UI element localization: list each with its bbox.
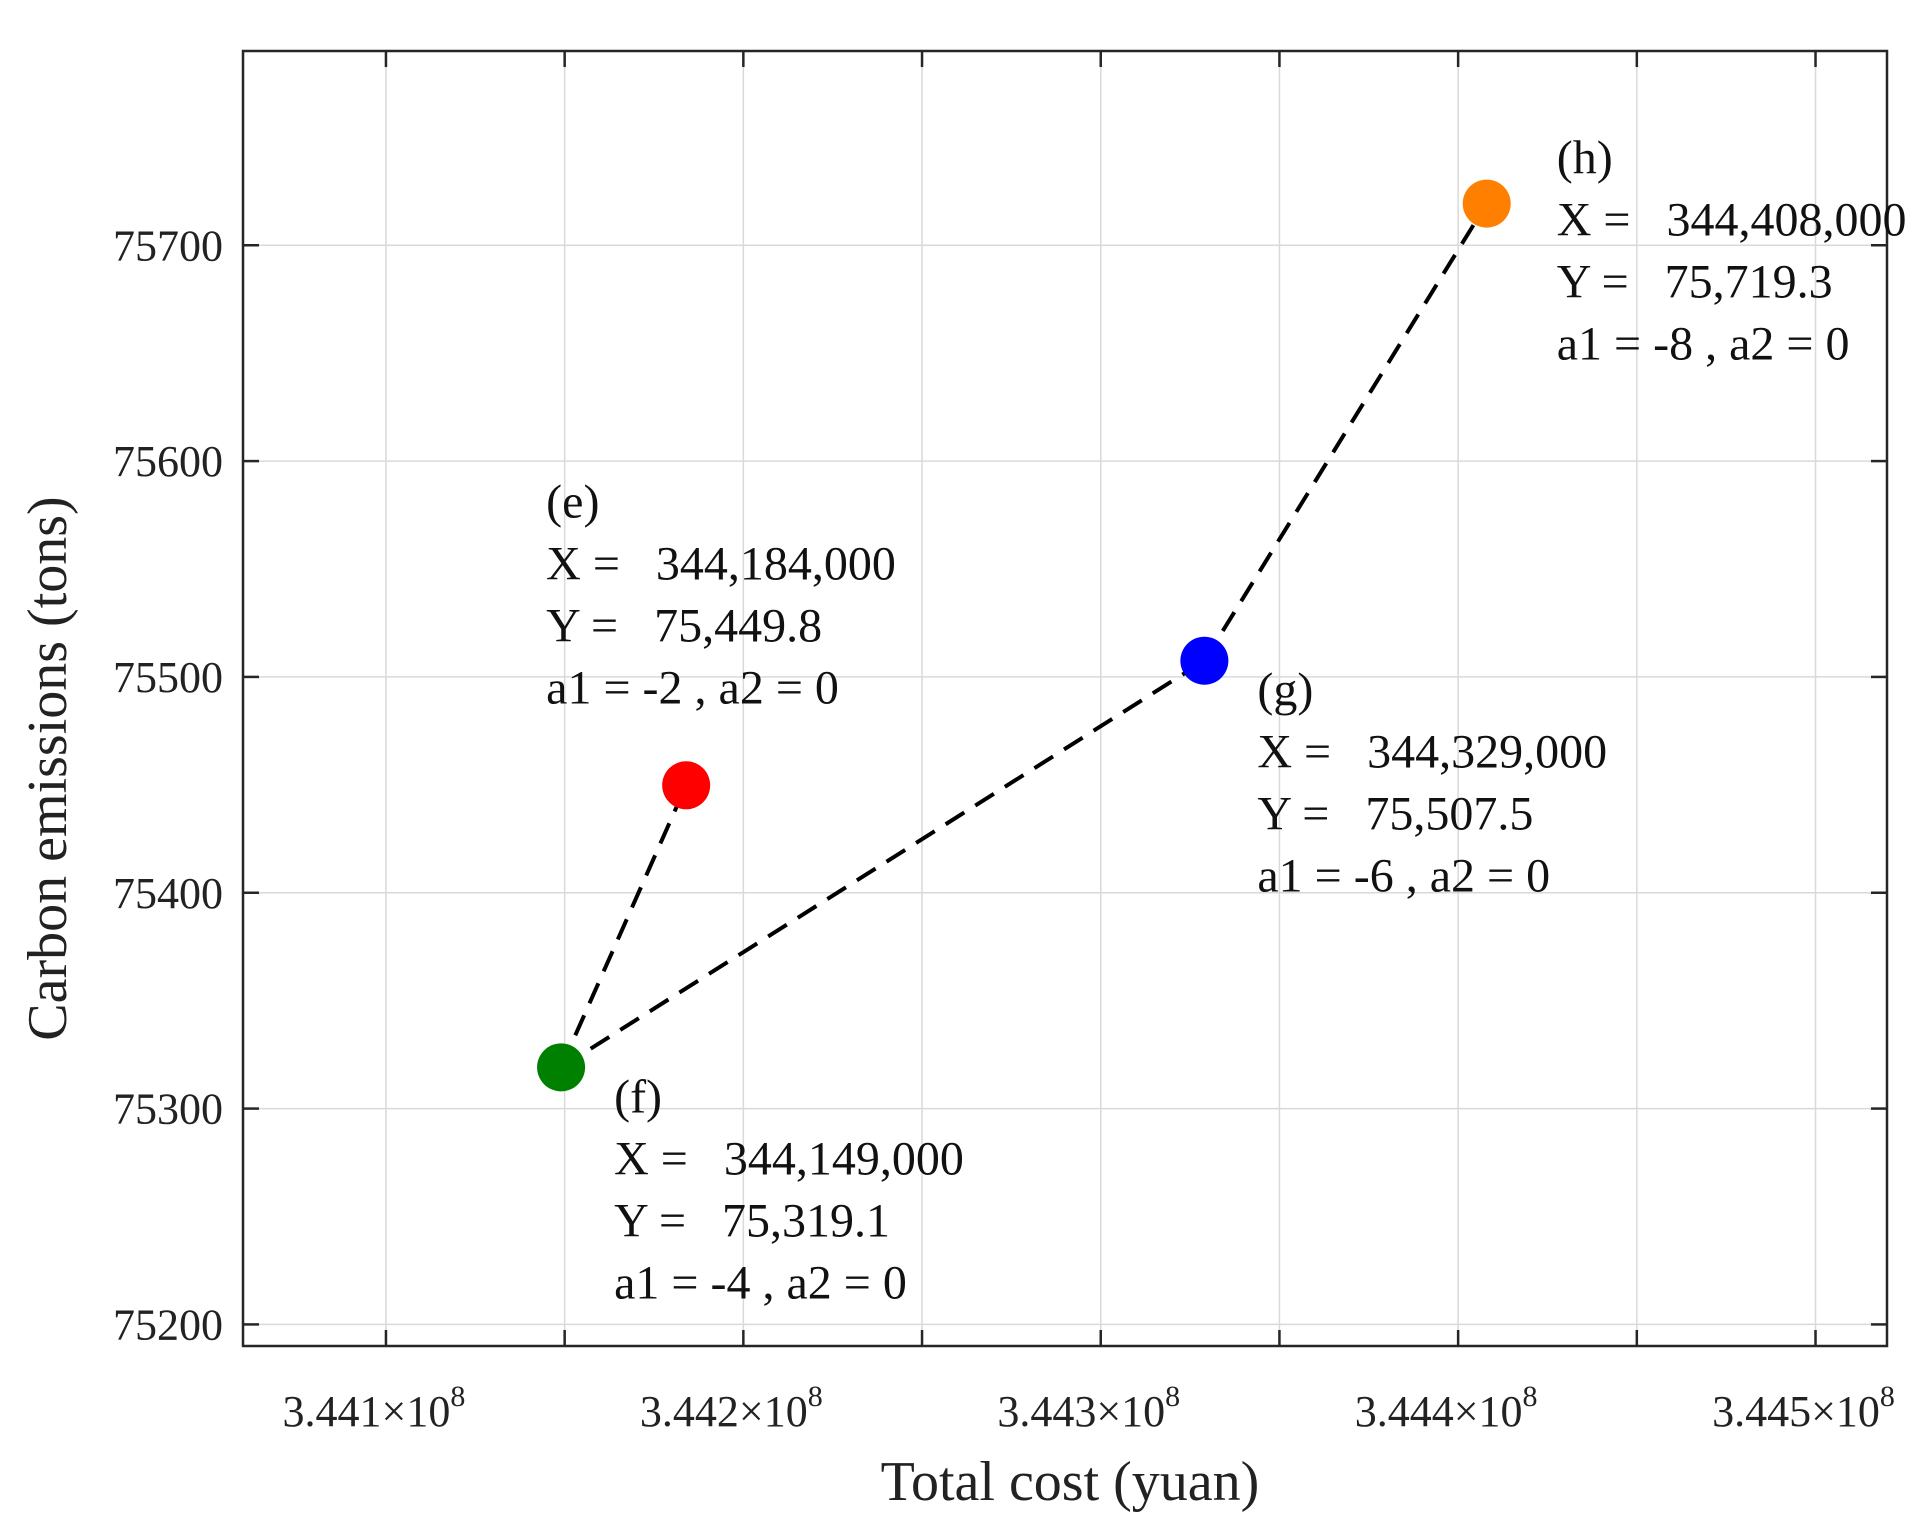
grid-layer bbox=[243, 51, 1887, 1346]
annotation-e: (e) X = 344,184,000 Y = 75,449.8 a1 = -2 , … bbox=[546, 475, 896, 714]
annotation-line: X = 344,408,000 bbox=[1557, 194, 1907, 247]
plot-frame bbox=[241, 49, 1889, 1348]
annotation-line: Y = 75,507.5 bbox=[1257, 788, 1533, 841]
annotation-g: (g) X = 344,329,000 Y = 75,507.5 a1 = -6 , … bbox=[1257, 664, 1607, 903]
connector-dashed-line bbox=[560, 659, 1206, 1070]
annotation-h: (h) X = 344,408,000 Y = 75,719.3 a1 = -8 , … bbox=[1557, 132, 1907, 371]
connector-dashed-line bbox=[559, 784, 688, 1069]
annotation-f: (f) X = 344,149,000 Y = 75,319.1 a1 = -4 , … bbox=[614, 1070, 964, 1309]
x-tick-label: 3.443×108 bbox=[997, 1380, 1180, 1436]
points-layer bbox=[537, 179, 1511, 1092]
ticks-layer: 75200 75300 75400 75500 75600 75700 3.441×108 3… bbox=[113, 51, 1895, 1436]
annotation-line: a1 = -4 , a2 = 0 bbox=[614, 1256, 907, 1309]
connections-layer bbox=[559, 202, 1489, 1070]
annotation-line: (e) bbox=[546, 475, 599, 528]
annotation-line: X = 344,184,000 bbox=[546, 537, 896, 590]
annotation-line: a1 = -6 , a2 = 0 bbox=[1257, 850, 1550, 903]
y-tick-label: 75500 bbox=[113, 653, 223, 702]
x-tick-label: 3.444×108 bbox=[1355, 1380, 1538, 1436]
y-tick-label: 75300 bbox=[113, 1085, 223, 1134]
x-axis-label: Total cost (yuan) bbox=[881, 1451, 1260, 1513]
annotation-line: (h) bbox=[1557, 132, 1613, 185]
x-tick-label: 3.445×108 bbox=[1712, 1380, 1895, 1436]
y-tick-label: 75600 bbox=[113, 437, 223, 486]
annotation-line: Y = 75,449.8 bbox=[546, 599, 822, 652]
connector-dashed-line bbox=[1202, 202, 1489, 662]
annotation-line: (g) bbox=[1257, 664, 1313, 717]
annotation-line: X = 344,329,000 bbox=[1257, 726, 1607, 779]
data-point-e bbox=[662, 761, 711, 810]
y-tick-label: 75700 bbox=[113, 221, 223, 270]
annotation-line: Y = 75,719.3 bbox=[1557, 256, 1833, 309]
data-point-h bbox=[1462, 179, 1511, 228]
data-point-f bbox=[537, 1043, 586, 1092]
annotation-line: a1 = -8 , a2 = 0 bbox=[1557, 318, 1850, 371]
annotation-line: a1 = -2 , a2 = 0 bbox=[546, 661, 839, 714]
annotation-line: Y = 75,319.1 bbox=[614, 1194, 890, 1247]
x-tick-label: 3.442×108 bbox=[640, 1380, 823, 1436]
annotation-line: X = 344,149,000 bbox=[614, 1132, 964, 1185]
data-point-g bbox=[1180, 636, 1229, 685]
annotations-layer: (e) X = 344,184,000 Y = 75,449.8 a1 = -2 , … bbox=[546, 132, 1906, 1310]
annotation-line: (f) bbox=[614, 1070, 662, 1123]
x-tick-label: 3.441×108 bbox=[283, 1380, 466, 1436]
y-tick-label: 75200 bbox=[113, 1300, 223, 1349]
y-tick-label: 75400 bbox=[113, 869, 223, 918]
y-axis-label: Carbon emissions (tons) bbox=[17, 496, 79, 1040]
